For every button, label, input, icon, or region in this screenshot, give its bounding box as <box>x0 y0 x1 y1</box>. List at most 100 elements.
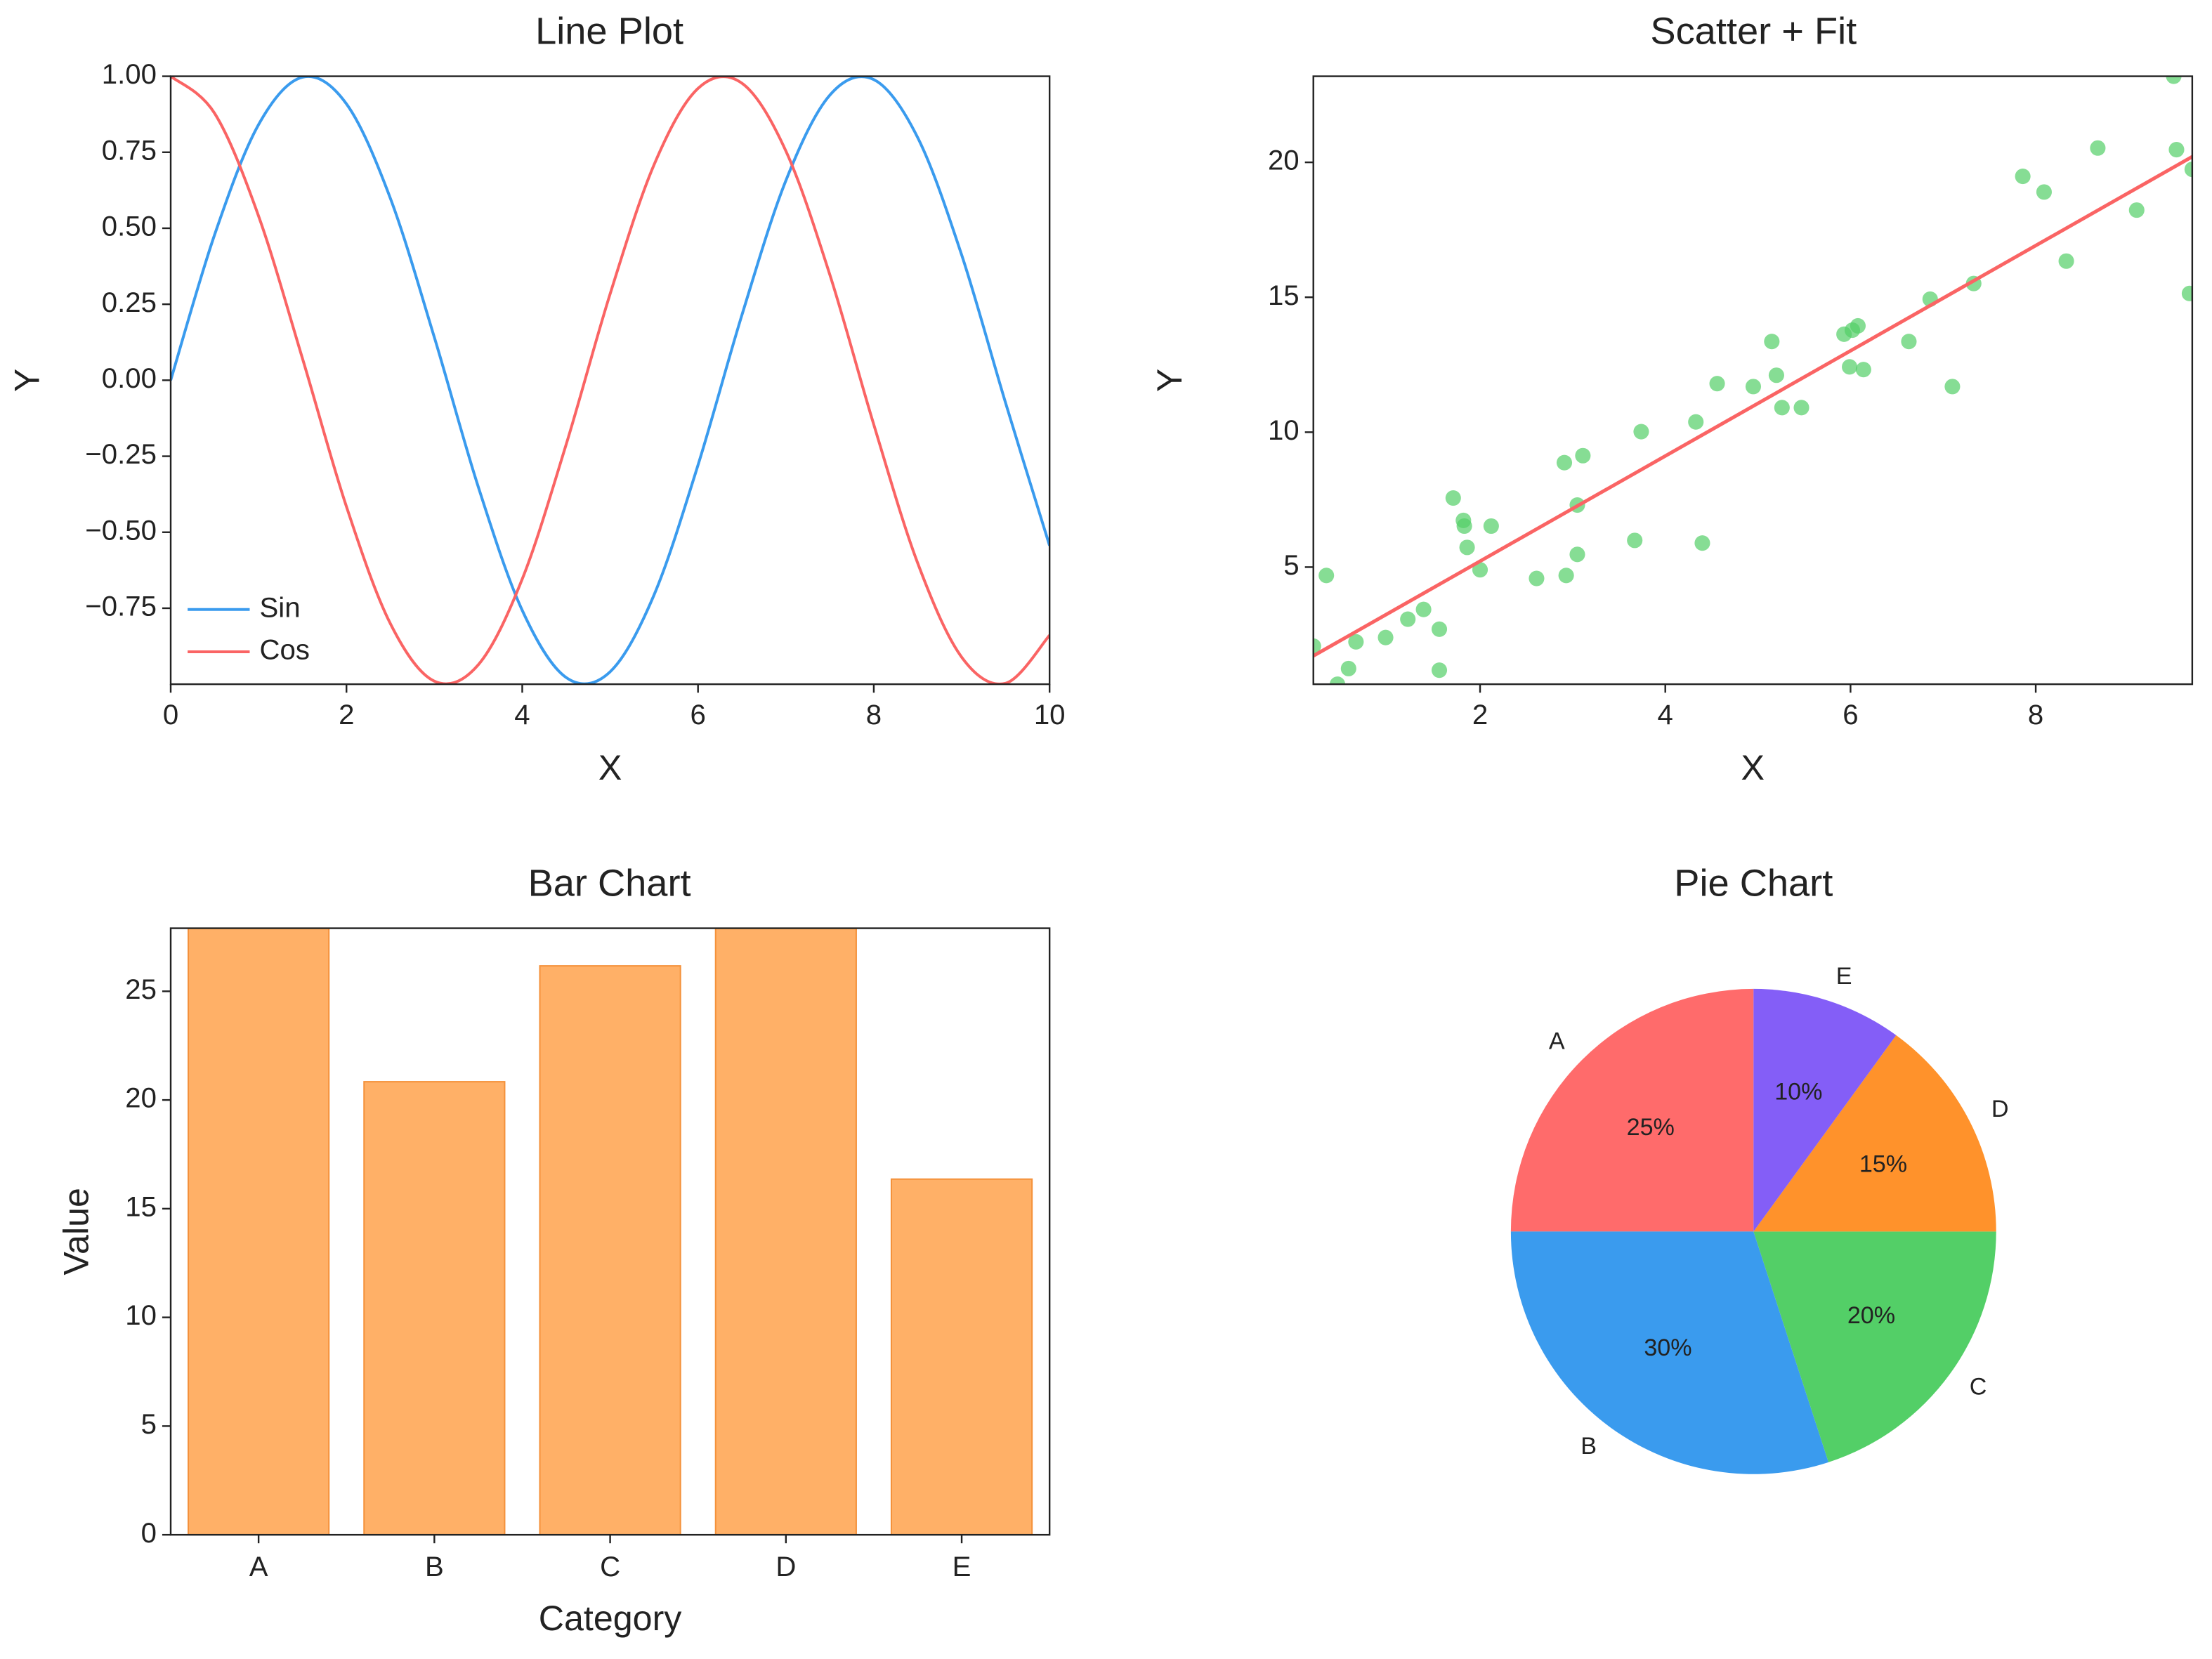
scatter-point <box>1793 400 1809 416</box>
scatter-point <box>1456 518 1472 535</box>
axes-frame <box>169 75 1051 686</box>
pie-slice <box>1510 988 1754 1232</box>
x-tick-label: 10 <box>1034 699 1066 730</box>
y-tick-label: 20 <box>1268 145 1300 176</box>
chart-title: Pie Chart <box>1674 863 1833 905</box>
y-tick-label: −0.75 <box>85 591 157 622</box>
x-tick-label: 0 <box>163 699 178 730</box>
bar <box>363 1081 506 1535</box>
x-tick-label: 4 <box>514 699 530 730</box>
y-axis-label: Y <box>7 369 46 392</box>
chart-title: Bar Chart <box>528 863 691 905</box>
y-tick-label: −0.50 <box>85 514 157 546</box>
plot-area <box>188 928 1033 1535</box>
pie-value-label: 25% <box>1627 1114 1675 1141</box>
scatter-point <box>1709 376 1725 392</box>
y-tick-label: −0.25 <box>85 438 157 470</box>
scatter-point <box>1842 359 1858 375</box>
line-series <box>171 76 1050 685</box>
scatter-point <box>1329 676 1346 685</box>
y-tick-label: 5 <box>1283 549 1299 581</box>
scatter-point <box>2058 253 2074 269</box>
scatter-point <box>2036 184 2052 200</box>
scatter-point <box>2090 140 2106 156</box>
scatter-point <box>1529 570 1545 586</box>
y-tick-label: 15 <box>125 1191 157 1222</box>
x-tick-label: 4 <box>1658 699 1673 730</box>
x-axis-label: Category <box>539 1599 682 1638</box>
x-tick-label: E <box>953 1551 971 1582</box>
axes-frame <box>169 927 1051 1536</box>
scatter-point <box>1459 539 1475 556</box>
x-tick-label: 6 <box>1843 699 1858 730</box>
pie-value-label: 20% <box>1847 1302 1895 1329</box>
pie-label: E <box>1836 963 1852 990</box>
subplot: Line Plot −0.75 −0.50 −0.25 0.00 0.25 0.50 0.75… <box>7 11 1065 787</box>
line-series <box>171 76 1050 685</box>
scatter-point <box>1768 367 1784 383</box>
scatter-point <box>1633 424 1649 440</box>
fit-line <box>1313 155 2192 657</box>
y-tick-label: 0.50 <box>102 211 157 242</box>
pie-label: C <box>1970 1374 1987 1401</box>
pie-value-label: 10% <box>1774 1078 1822 1105</box>
scatter-point <box>1575 447 1591 464</box>
pie-label: B <box>1581 1433 1597 1460</box>
scatter-point <box>1688 414 1704 430</box>
y-tick-label: 25 <box>125 973 157 1005</box>
scatter-point <box>2166 76 2182 84</box>
x-axis-label: X <box>598 748 622 787</box>
y-axis-label: Y <box>1150 369 1189 392</box>
scatter-point <box>2184 162 2192 178</box>
scatter-point <box>2015 169 2031 185</box>
y-tick-label: 10 <box>1268 414 1300 446</box>
x-tick-label: A <box>249 1551 268 1582</box>
subplot: Bar Chart 0 5 10 15 20 25 Category Value A B C D E <box>57 863 1051 1638</box>
pie-label: A <box>1549 1028 1565 1055</box>
pie-value-label: 15% <box>1859 1150 1907 1177</box>
x-tick-label: 8 <box>866 699 882 730</box>
plot-area <box>1313 76 2192 685</box>
scatter-point <box>1318 568 1335 584</box>
scatter-point <box>1400 611 1416 627</box>
y-tick-label: 0.00 <box>102 362 157 394</box>
y-tick-label: 1.00 <box>102 58 157 90</box>
x-tick-label: C <box>600 1551 620 1582</box>
x-tick-label: 8 <box>2028 699 2043 730</box>
bar <box>539 965 681 1535</box>
pie-value-label: 30% <box>1644 1335 1691 1361</box>
y-tick-label: 0.75 <box>102 134 157 166</box>
scatter-point <box>1627 532 1643 549</box>
y-tick-label: 0 <box>141 1517 157 1549</box>
y-tick-label: 10 <box>125 1299 157 1331</box>
axes-frame <box>1312 75 2194 686</box>
x-tick-label: 6 <box>691 699 706 730</box>
chart-title: Scatter + Fit <box>1650 11 1857 53</box>
scatter-point <box>2168 142 2185 158</box>
legend-label: Cos <box>260 634 310 666</box>
scatter-point <box>1313 638 1321 655</box>
scatter-point <box>1431 662 1448 678</box>
pie-label: D <box>1991 1096 2009 1122</box>
scatter-point <box>1472 562 1488 578</box>
subplot: Pie Chart A 25% B 30% C 20% D 15% E 10% <box>1510 863 2009 1474</box>
y-tick-label: 15 <box>1268 280 1300 311</box>
scatter-point <box>1445 490 1461 506</box>
pie-slice <box>1753 988 1897 1232</box>
x-tick-label: 2 <box>1472 699 1488 730</box>
bar <box>714 928 857 1535</box>
x-tick-label: D <box>775 1551 796 1582</box>
scatter-point <box>1348 634 1364 650</box>
y-tick-label: 0.25 <box>102 287 157 318</box>
x-tick-label: B <box>425 1551 444 1582</box>
chart-title: Line Plot <box>535 11 683 53</box>
bar <box>188 928 330 1535</box>
subplot: Scatter + Fit 5 10 15 20 2 4 6 8 X Y <box>1150 11 2194 787</box>
scatter-point <box>1340 660 1356 676</box>
scatter-point <box>1431 621 1448 637</box>
pie-slice <box>1753 1231 1996 1462</box>
y-tick-label: 20 <box>125 1082 157 1114</box>
scatter-point <box>1745 379 1762 395</box>
scatter-point <box>1483 518 1499 535</box>
